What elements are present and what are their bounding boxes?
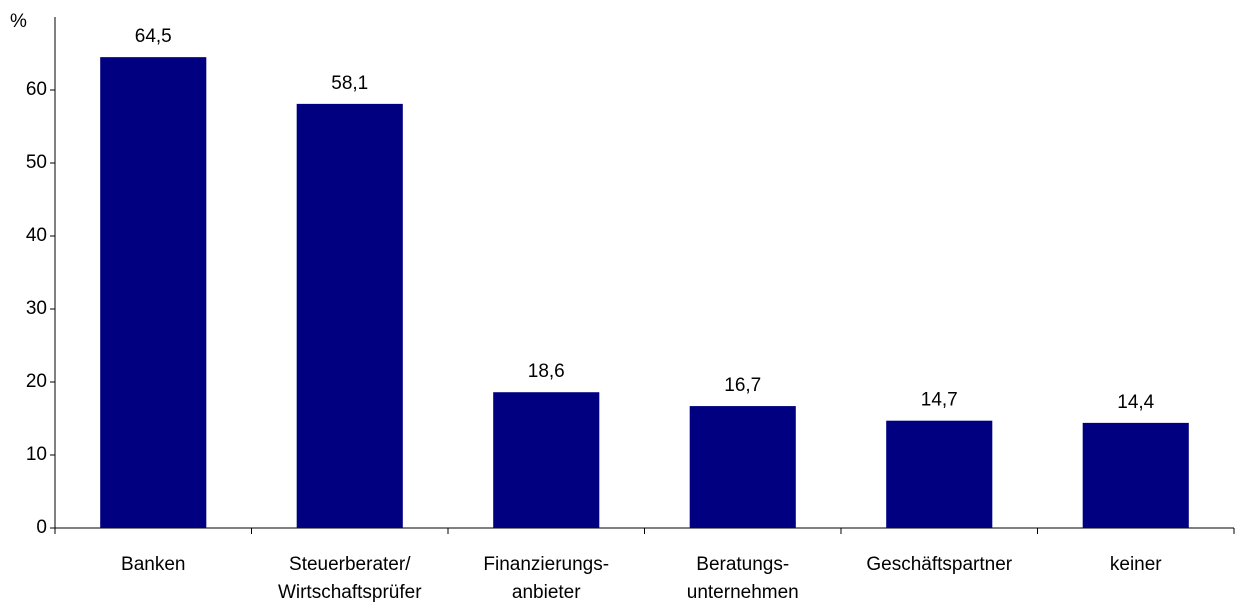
y-tick-label: 40 [26, 225, 47, 246]
x-tick-label: Banken [121, 554, 186, 575]
bar [886, 420, 993, 528]
value-label: 16,7 [724, 375, 761, 396]
y-tick-label: 60 [26, 79, 47, 100]
y-axis-label: % [10, 11, 27, 32]
value-label: 14,4 [1117, 392, 1154, 413]
x-tick-label: Beratungs- unternehmen [686, 554, 799, 603]
x-tick-label: Geschäftspartner [866, 554, 1013, 575]
bar [296, 103, 403, 529]
value-label: 14,7 [921, 390, 958, 411]
bar [689, 406, 796, 528]
bar [1082, 422, 1189, 528]
bar [100, 57, 207, 529]
y-tick-label: 20 [26, 371, 47, 392]
value-label: 18,6 [528, 361, 565, 382]
y-tick-label: 50 [26, 152, 47, 173]
bar [493, 392, 600, 528]
x-tick-label: keiner [1109, 554, 1162, 575]
y-tick-label: 0 [36, 517, 47, 538]
x-tick-label: Finanzierungs- anbieter [483, 554, 610, 603]
value-label: 64,5 [135, 26, 172, 47]
y-tick-label: 30 [26, 298, 47, 319]
x-tick-label: Steuerberater/ Wirtschaftsprüfer [277, 554, 422, 603]
y-tick-label: 10 [26, 444, 47, 465]
value-label: 58,1 [331, 73, 368, 94]
